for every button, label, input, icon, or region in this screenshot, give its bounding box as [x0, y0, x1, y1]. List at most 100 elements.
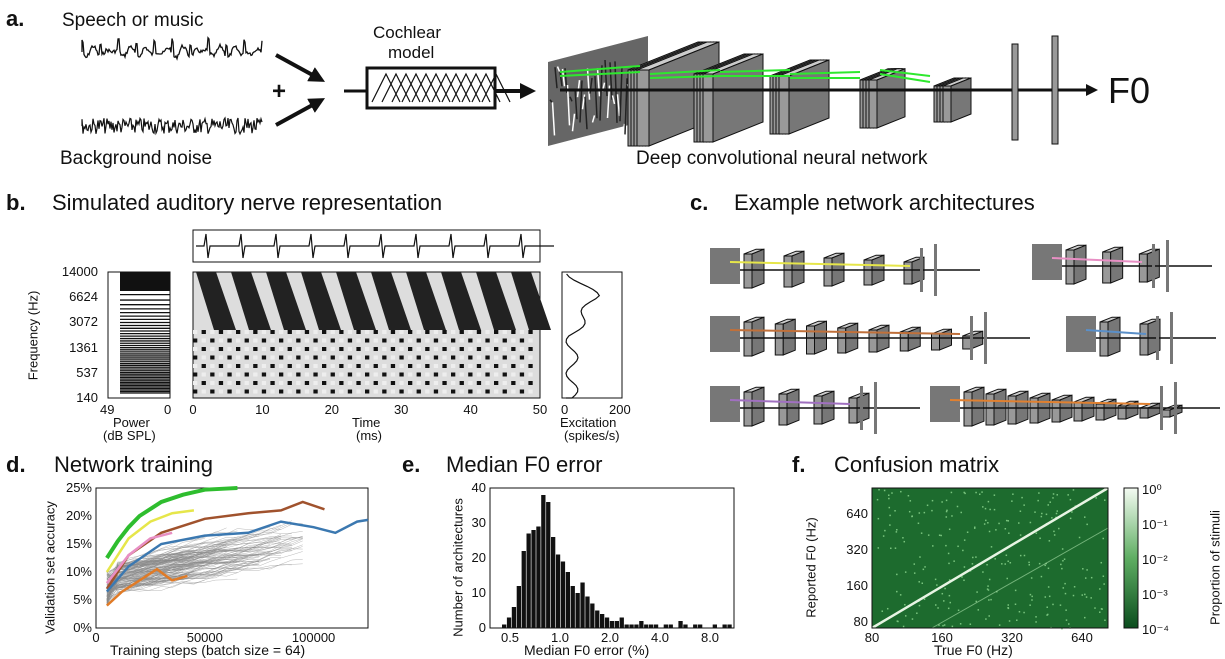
e-bar-14 — [570, 586, 575, 628]
d-background-curve — [106, 571, 194, 604]
exc-tick-200: 200 — [609, 402, 631, 417]
colorbar-tick-0: 10⁰ — [1142, 482, 1162, 497]
f-ytick-320: 320 — [846, 542, 868, 557]
e-bar-6 — [531, 530, 536, 628]
e-bar-39 — [693, 624, 698, 628]
f-ylabel: Reported F0 (Hz) — [803, 517, 819, 618]
d-background-curve — [106, 561, 227, 583]
stimulus-waveform — [196, 233, 554, 259]
colorbar-tick-1: 10⁻¹ — [1142, 517, 1168, 532]
e-bar-36 — [678, 621, 683, 628]
d-ytick-1: 5% — [73, 592, 92, 607]
d-background-curve — [106, 548, 282, 588]
e-bar-3 — [516, 586, 521, 628]
d-series-2 — [105, 518, 369, 593]
d-xlabel: Training steps (batch size = 64) — [110, 642, 306, 658]
d-ytick-0: 0% — [73, 620, 92, 635]
octave-error-band — [931, 527, 1109, 629]
e-xtick-3: 4.0 — [650, 630, 670, 645]
example-architecture-4 — [710, 382, 920, 434]
e-bar-23 — [614, 621, 619, 628]
e-bar-13 — [565, 572, 570, 628]
e-ytick-2: 20 — [471, 550, 486, 565]
noise-waveform — [81, 116, 263, 136]
excitation-unit-label: (spikes/s) — [564, 428, 620, 443]
panel-e-letter: e. — [402, 452, 421, 477]
network-label: Deep convolutional neural network — [636, 148, 928, 169]
power-label: Power — [113, 415, 150, 430]
e-bar-12 — [560, 561, 566, 628]
e-bar-10 — [551, 537, 556, 628]
e-bar-18 — [590, 603, 595, 628]
e-bar-27 — [634, 624, 639, 628]
e-bar-17 — [585, 596, 590, 628]
d-ylabel: Validation set accuracy — [42, 501, 58, 634]
d-background-curve — [106, 561, 260, 605]
e-bar-45 — [722, 624, 727, 628]
e-bar-28 — [639, 621, 644, 628]
e-bar-25 — [624, 624, 629, 628]
excitation-pattern — [565, 273, 601, 399]
e-bar-8 — [541, 495, 546, 628]
e-bar-0 — [502, 624, 507, 628]
panel-d-letter: d. — [6, 452, 26, 477]
f-xtick-160: 160 — [931, 630, 953, 645]
e-bar-4 — [521, 551, 526, 628]
e-bar-1 — [506, 617, 512, 628]
e-bar-9 — [546, 502, 551, 628]
time-tick-40: 40 — [463, 402, 478, 417]
f0-output-label: F0 — [1108, 70, 1151, 111]
d-series-4 — [105, 531, 173, 584]
d-ytick-2: 10% — [65, 564, 92, 579]
e-bar-22 — [609, 621, 615, 628]
conv-network — [627, 41, 972, 147]
freq-tick-140: 140 — [76, 390, 98, 405]
d-background-curve — [106, 533, 282, 594]
e-bar-26 — [629, 624, 634, 628]
e-ytick-4: 40 — [471, 480, 486, 495]
panel-a-letter: a. — [6, 6, 25, 31]
example-architecture-1 — [1032, 240, 1212, 292]
e-bar-37 — [683, 624, 688, 628]
d-series-5 — [106, 567, 188, 607]
e-bar-16 — [580, 582, 585, 628]
e-xtick-2: 2.0 — [600, 630, 620, 645]
time-tick-50: 50 — [532, 402, 548, 417]
receptive-field-0 — [559, 65, 641, 77]
e-ylabel: Number of architectures — [450, 498, 466, 637]
e-bar-11 — [555, 554, 561, 628]
e-bar-20 — [600, 614, 605, 628]
cochlear-label-1: Cochlear — [373, 23, 442, 42]
panel-d-title: Network training — [54, 452, 213, 477]
panel-b-title: Simulated auditory nerve representation — [52, 190, 443, 215]
filterbank-icon — [371, 72, 511, 103]
time-tick-20: 20 — [324, 402, 340, 417]
e-xlabel: Median F0 error (%) — [524, 642, 650, 658]
freq-tick-6624: 6624 — [69, 289, 98, 305]
d-background-curve — [106, 556, 249, 592]
time-label: Time — [352, 415, 381, 430]
e-bar-34 — [668, 624, 673, 628]
e-bar-31 — [653, 624, 659, 628]
colorbar — [1123, 487, 1139, 629]
d-series-0 — [105, 486, 238, 560]
e-ytick-0: 0 — [478, 620, 486, 635]
d-background-curve — [106, 550, 271, 581]
d-xtick-2: 100000 — [291, 630, 336, 645]
d-background-curve — [106, 575, 184, 593]
d-background-curve — [106, 567, 184, 601]
e-bar-21 — [604, 617, 610, 628]
receptive-field-3 — [789, 71, 861, 79]
f-ytick-80: 80 — [853, 614, 868, 629]
frequency-axis-label: Frequency (Hz) — [25, 290, 41, 381]
d-ytick-5: 25% — [65, 480, 92, 495]
e-bar-33 — [663, 624, 668, 628]
e-ytick-1: 10 — [471, 585, 486, 600]
arrow-speech — [275, 53, 326, 82]
excitation-label: Excitation — [560, 415, 617, 430]
receptive-field-1 — [649, 69, 721, 79]
f-axes — [871, 487, 1109, 629]
f-xtick-640: 640 — [1071, 630, 1093, 645]
speech-label: Speech or music — [62, 10, 204, 31]
